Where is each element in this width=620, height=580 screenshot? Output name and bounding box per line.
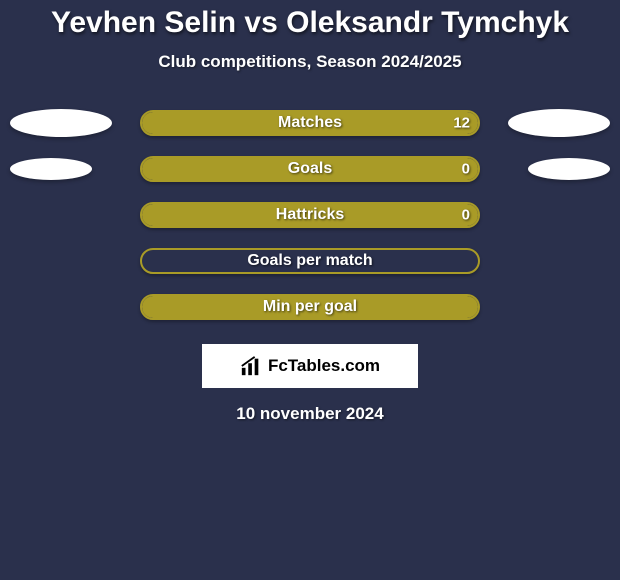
brand-badge: FcTables.com bbox=[202, 344, 418, 388]
stat-row: Matches 12 bbox=[0, 100, 620, 146]
stat-bar: Hattricks 0 bbox=[140, 202, 480, 228]
stat-value-right: 0 bbox=[462, 161, 470, 178]
date-text: 10 november 2024 bbox=[0, 404, 620, 424]
stat-label: Goals bbox=[288, 160, 332, 178]
player-left-marker bbox=[10, 158, 92, 180]
subtitle: Club competitions, Season 2024/2025 bbox=[0, 52, 620, 72]
stat-label: Hattricks bbox=[276, 206, 344, 224]
stat-bar: Goals per match bbox=[140, 248, 480, 274]
page-title: Yevhen Selin vs Oleksandr Tymchyk bbox=[0, 0, 620, 40]
stats-container: Matches 12 Goals 0 Hattricks 0 Goals per match… bbox=[0, 100, 620, 330]
stat-value-right: 12 bbox=[453, 115, 470, 132]
stat-label: Min per goal bbox=[263, 298, 357, 316]
stat-value-right: 0 bbox=[462, 207, 470, 224]
stat-bar: Goals 0 bbox=[140, 156, 480, 182]
stat-row: Hattricks 0 bbox=[0, 192, 620, 238]
player-right-marker bbox=[528, 158, 610, 180]
bar-chart-icon bbox=[240, 355, 262, 377]
player-right-marker bbox=[508, 109, 610, 137]
stat-label: Goals per match bbox=[247, 252, 372, 270]
stat-row: Min per goal bbox=[0, 284, 620, 330]
stat-bar: Matches 12 bbox=[140, 110, 480, 136]
stat-row: Goals per match bbox=[0, 238, 620, 284]
stat-row: Goals 0 bbox=[0, 146, 620, 192]
stat-label: Matches bbox=[278, 114, 342, 132]
brand-text: FcTables.com bbox=[268, 356, 380, 376]
player-left-marker bbox=[10, 109, 112, 137]
stat-bar: Min per goal bbox=[140, 294, 480, 320]
